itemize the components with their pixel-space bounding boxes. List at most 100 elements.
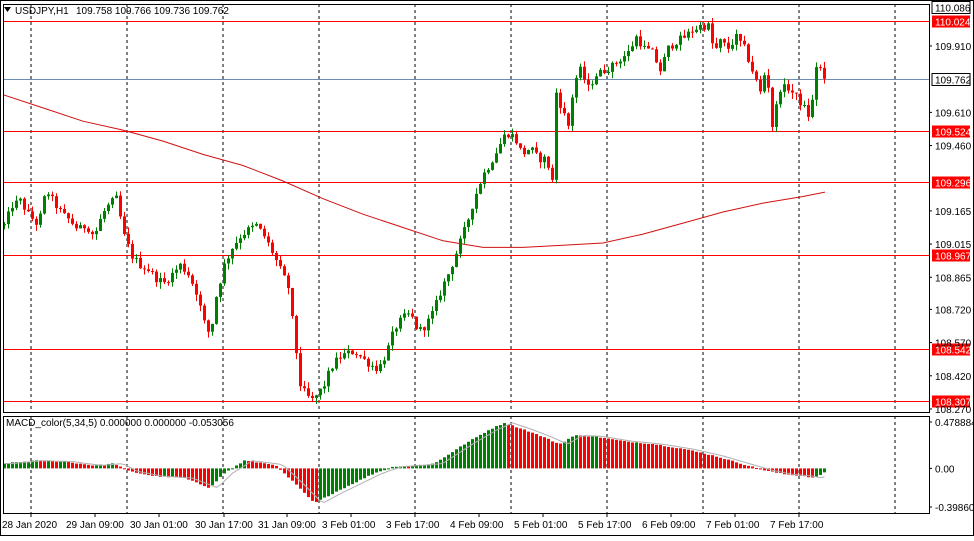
candle-182 <box>731 39 734 51</box>
candle-168 <box>675 43 678 51</box>
candle-body <box>807 104 810 117</box>
macd-bar-176 <box>707 454 710 469</box>
candle-116 <box>467 218 470 232</box>
candle-body <box>351 350 354 355</box>
candle-body <box>379 364 382 372</box>
triangle-down-icon[interactable] <box>4 7 11 12</box>
macd-bar-159 <box>639 443 642 469</box>
candle-69 <box>279 255 282 269</box>
candle-body <box>187 271 190 276</box>
candle-body <box>171 272 174 283</box>
price-tick-label-2: 109.460 <box>935 142 972 153</box>
candle-51 <box>207 319 210 338</box>
candle-body <box>471 208 474 220</box>
macd-bar-117 <box>471 439 474 469</box>
candle-49 <box>199 291 202 312</box>
candle-body <box>551 167 554 180</box>
candle-body <box>335 357 338 369</box>
candle-body <box>103 211 106 219</box>
candle-143 <box>575 75 578 104</box>
candle-134 <box>539 151 542 169</box>
macd-bar-122 <box>491 428 494 469</box>
candle-body <box>695 29 698 32</box>
candle-202 <box>811 94 814 119</box>
candle-31 <box>127 227 130 248</box>
candle-body <box>639 36 642 47</box>
candle-91 <box>367 357 370 372</box>
candle-30 <box>123 211 126 236</box>
candle-83 <box>335 352 338 371</box>
candle-33 <box>135 254 138 264</box>
candle-82 <box>331 367 334 373</box>
candle-28 <box>115 191 118 199</box>
candle-120 <box>483 168 486 189</box>
candle-body <box>23 198 26 210</box>
macd-bar-156 <box>627 441 630 469</box>
macd-bar-74 <box>299 468 302 489</box>
macd-bar-67 <box>271 464 274 469</box>
macd-pane-border <box>3 416 930 514</box>
macd-bar-141 <box>567 438 570 469</box>
candle-185 <box>743 35 746 47</box>
candle-81 <box>327 367 330 393</box>
macd-bar-80 <box>323 468 326 498</box>
candle-117 <box>471 208 474 226</box>
macd-bar-2 <box>11 462 14 469</box>
candle-113 <box>455 250 458 268</box>
candle-body <box>131 244 134 259</box>
candle-95 <box>383 356 386 368</box>
macd-bar-48 <box>195 468 198 483</box>
candle-body <box>183 263 186 272</box>
macd-bar-160 <box>643 443 646 469</box>
level-tag-2 <box>931 73 971 86</box>
time-tick-label-1: 29 Jan 09:00 <box>66 520 124 531</box>
macd-bar-13 <box>55 461 58 469</box>
macd-bar-142 <box>571 436 574 469</box>
candle-body <box>427 318 430 331</box>
candle-90 <box>363 350 366 361</box>
candle-144 <box>579 63 582 81</box>
price-tick-label-3: 109.165 <box>935 207 972 218</box>
candle-106 <box>427 314 430 337</box>
macd-bar-4 <box>19 462 22 469</box>
level-tag-text-2: 109.762 <box>935 76 972 87</box>
macd-bar-103 <box>415 465 418 469</box>
candle-145 <box>583 61 586 84</box>
candle-196 <box>787 79 790 94</box>
candle-body <box>355 354 358 356</box>
macd-bar-23 <box>95 465 98 469</box>
candle-150 <box>603 64 606 75</box>
price-tick-label-5: 108.865 <box>935 273 972 284</box>
macd-bar-28 <box>115 464 118 469</box>
macd-bar-5 <box>23 461 26 469</box>
level-tag-text-3: 109.524 <box>935 128 972 139</box>
candle-body <box>647 45 650 49</box>
macd-bar-113 <box>455 449 458 469</box>
candle-127 <box>511 128 514 142</box>
candle-body <box>3 224 6 226</box>
candle-body <box>407 313 410 315</box>
macd-bar-3 <box>15 462 18 469</box>
macd-bar-70 <box>283 468 286 474</box>
candle-body <box>723 39 726 43</box>
candle-body <box>739 33 742 41</box>
candle-body <box>383 360 386 365</box>
level-tag-text-6: 108.542 <box>935 346 972 357</box>
macd-bar-184 <box>739 463 742 469</box>
symbol-label: USDJPY,H1 <box>15 6 69 17</box>
price-scale: 110.086 110.024 109.762 109.524 109.296 108.9… <box>929 1 974 514</box>
macd-bar-175 <box>703 453 706 469</box>
macd-bar-147 <box>591 436 594 469</box>
candle-body <box>323 386 326 389</box>
macd-bar-129 <box>519 428 522 469</box>
candle-body <box>67 213 70 219</box>
macd-bar-203 <box>815 468 818 477</box>
macd-bar-57 <box>231 468 234 470</box>
candle-132 <box>531 146 534 154</box>
candle-111 <box>447 274 450 286</box>
candle-body <box>291 287 294 317</box>
candle-79 <box>319 388 322 400</box>
candle-87 <box>351 349 354 355</box>
